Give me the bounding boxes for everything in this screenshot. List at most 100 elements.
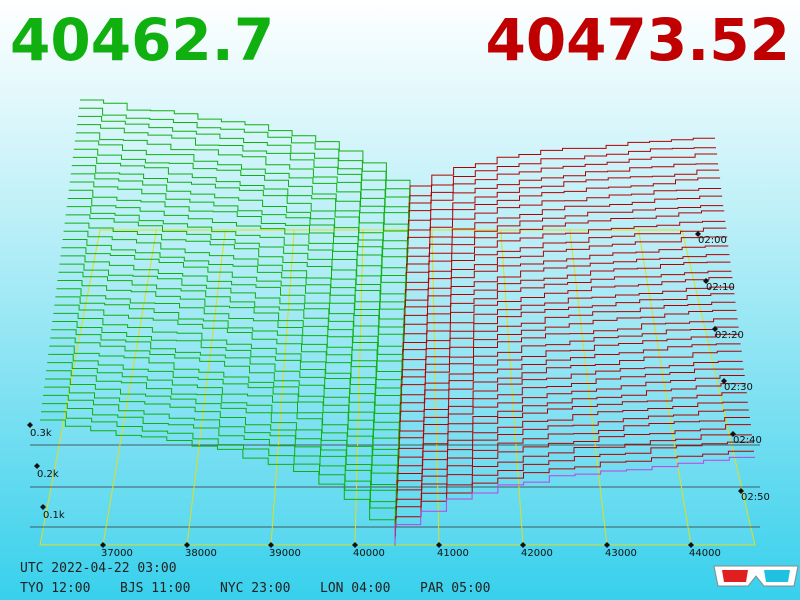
ask-depth-line [408, 153, 718, 218]
tick-dot [721, 378, 727, 384]
bid-depth-line [65, 214, 406, 328]
ask-depth-line [398, 375, 745, 457]
ask-depth-line [401, 318, 738, 395]
tick-dot [100, 542, 106, 548]
ask-depth-line [404, 254, 730, 324]
price-grid-line [638, 229, 692, 546]
tick-dot [688, 542, 694, 548]
timezone: TYO 12:00 [20, 581, 90, 596]
bid-depth-line [56, 288, 402, 405]
bid-depth-line [64, 222, 405, 337]
ask-depth-line [396, 424, 751, 510]
tick-dot [703, 278, 709, 284]
ask-depth-line [403, 270, 732, 342]
bid-depth-line [75, 132, 409, 240]
tick-dot [695, 231, 701, 237]
price-label: 44000 [689, 548, 721, 559]
3d-glasses-icon[interactable] [713, 565, 799, 587]
ask-depth-line [401, 301, 736, 377]
ask-depth-line [396, 417, 750, 501]
ask-depth-line [406, 210, 725, 280]
time-label: 02:10 [706, 282, 735, 293]
price-grid-line [500, 229, 524, 546]
tick-dot [184, 542, 190, 548]
price-grid-line [354, 229, 364, 546]
bid-depth-line [59, 263, 403, 380]
price-label: 39000 [269, 548, 301, 559]
ask-depth-line [400, 333, 740, 413]
ask-depth-line [402, 277, 733, 351]
price-label: 38000 [185, 548, 217, 559]
bid-depth-line [73, 148, 409, 254]
time-label: 02:20 [715, 330, 744, 341]
bid-depth-line [78, 107, 411, 213]
ask-depth-line [396, 409, 749, 492]
tick-dot [520, 542, 526, 548]
bid-depth-line [45, 378, 398, 504]
bid-depth-line [57, 280, 402, 396]
tick-dot [40, 504, 46, 510]
bid-depth-line [54, 304, 401, 423]
tick-dot [604, 542, 610, 548]
ask-depth-line [397, 383, 746, 466]
bid-depth-line [66, 206, 406, 316]
bid-depth-line [80, 99, 411, 201]
ask-depth-line [402, 293, 735, 369]
bid-depth-line [41, 411, 396, 539]
tick-dot [34, 463, 40, 469]
price-grid-line [270, 229, 295, 546]
bid-depth-line [47, 362, 399, 484]
ask-depth-line [397, 392, 747, 475]
ask-depth-line [395, 441, 753, 528]
price-label: 42000 [521, 548, 553, 559]
depth-lines [40, 99, 755, 546]
price-grid-line [102, 229, 157, 546]
bid-depth-line [69, 181, 407, 292]
bid-depth-line [40, 419, 396, 546]
bid-depth-line [62, 238, 404, 352]
bid-depth-line [71, 165, 408, 272]
ask-depth-line [404, 245, 729, 315]
ask-depth-line [408, 163, 719, 227]
bid-depth-line [63, 230, 405, 343]
depth-label: 0.2k [37, 469, 59, 480]
bid-depth-line [53, 312, 401, 432]
ask-depth-line [403, 261, 731, 333]
tick-dot [27, 422, 33, 428]
ask-depth-line [406, 205, 724, 271]
ask-depth-line [399, 360, 743, 439]
ask-depth-line [405, 227, 727, 298]
bid-depth-line [74, 140, 409, 246]
bid-depth-line [42, 403, 397, 529]
ask-depth-line [399, 343, 741, 422]
tick-dot [268, 542, 274, 548]
timezone: LON 04:00 [320, 581, 390, 596]
time-label: 02:50 [741, 492, 770, 503]
timezones: TYO 12:00 BJS 11:00 NYC 23:00 LON 04:00 PAR … [20, 581, 490, 596]
timezone: BJS 11:00 [120, 581, 190, 596]
bid-depth-line [77, 115, 410, 220]
bid-depth-line [68, 189, 407, 301]
price-label: 43000 [605, 548, 637, 559]
ask-depth-line [400, 326, 739, 404]
tick-dot [436, 542, 442, 548]
bid-depth-line [61, 247, 404, 360]
tick-dot [730, 431, 736, 437]
bid-depth-line [44, 386, 397, 511]
tick-dot [738, 488, 744, 494]
bid-depth-line [60, 255, 404, 370]
bid-depth-line [48, 353, 399, 475]
timezone: NYC 23:00 [220, 581, 290, 596]
ask-price: 40473.52 [485, 6, 790, 74]
time-label: 02:30 [724, 382, 753, 393]
bid-price: 40462.7 [10, 6, 274, 74]
tick-dot [352, 542, 358, 548]
ask-depth-line [399, 350, 742, 430]
axis-labels: 37000 38000 39000 40000 41000 42000 43000 44000… [27, 231, 770, 559]
ask-depth-line [406, 195, 723, 262]
bid-depth-line [76, 124, 410, 231]
bid-depth-line [46, 370, 398, 495]
price-label: 40000 [353, 548, 385, 559]
bid-depth-line [50, 337, 400, 461]
